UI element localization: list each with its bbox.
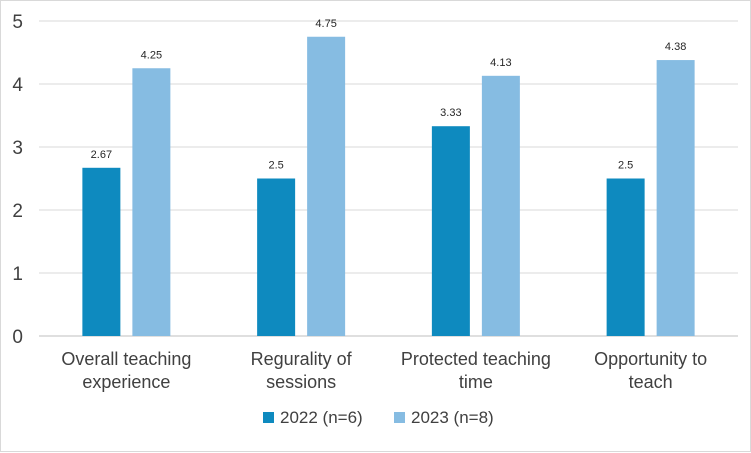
data-label: 4.38 xyxy=(665,41,686,53)
data-label: 4.75 xyxy=(315,18,336,30)
data-label: 2.5 xyxy=(268,160,283,172)
legend-swatch-0 xyxy=(263,412,274,423)
bar-2022-0[interactable] xyxy=(82,167,121,336)
data-label: 3.33 xyxy=(440,107,461,119)
legend-label: 2023 (n=8) xyxy=(411,408,494,427)
bar-2023-0[interactable] xyxy=(132,68,171,336)
data-label: 4.13 xyxy=(490,57,511,69)
y-tick-label: 4 xyxy=(12,75,23,96)
y-tick-label: 1 xyxy=(12,264,23,285)
x-tick-label: time xyxy=(459,372,493,392)
legend-swatch-1 xyxy=(394,412,405,423)
legend-label: 2022 (n=6) xyxy=(280,408,363,427)
y-tick-label: 3 xyxy=(12,138,23,159)
y-tick-label: 2 xyxy=(12,201,23,222)
x-tick-label: Protected teaching xyxy=(401,349,551,369)
x-tick-label: sessions xyxy=(266,372,336,392)
data-label: 2.5 xyxy=(618,160,633,172)
x-tick-label: Overall teaching xyxy=(61,349,191,369)
data-label: 2.67 xyxy=(91,149,112,161)
bar-2022-2[interactable] xyxy=(431,126,470,337)
bar-2023-3[interactable] xyxy=(656,60,695,337)
x-tick-label: Opportunity to xyxy=(594,349,707,369)
bar-2023-1[interactable] xyxy=(307,36,346,336)
y-tick-label: 0 xyxy=(12,327,23,348)
bar-2022-3[interactable] xyxy=(606,178,645,337)
bar-2023-2[interactable] xyxy=(481,75,520,336)
bar-2022-1[interactable] xyxy=(257,178,296,337)
x-tick-label: experience xyxy=(82,372,170,392)
y-tick-label: 5 xyxy=(12,12,23,33)
x-tick-label: teach xyxy=(629,372,673,392)
data-label: 4.25 xyxy=(141,49,162,61)
x-tick-label: Regurality of xyxy=(251,349,353,369)
